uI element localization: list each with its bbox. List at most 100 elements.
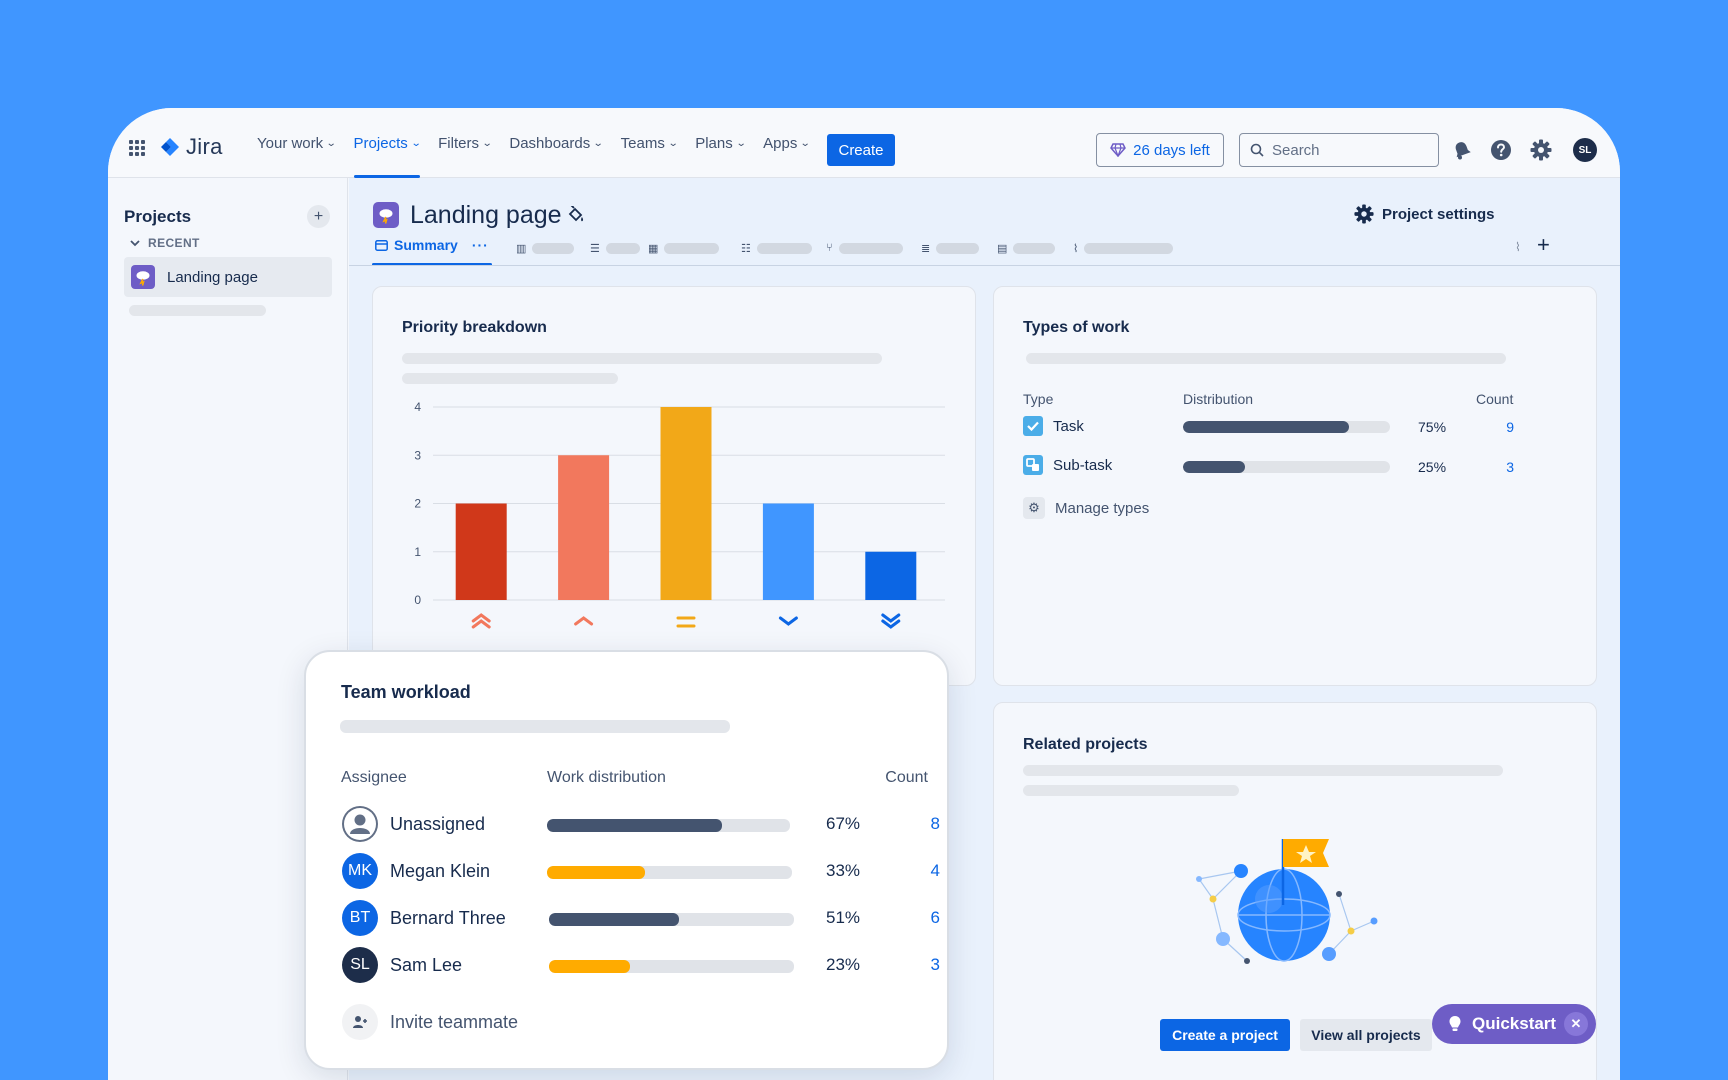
recent-section-toggle[interactable]: RECENT (130, 236, 200, 250)
avatar: BT (342, 900, 378, 936)
nav-plans[interactable]: Plans ⌄ (686, 108, 754, 178)
manage-types-button[interactable]: ⚙ Manage types (1023, 497, 1149, 519)
primary-nav: Your work ⌄ Projects ⌄ Filters ⌄ Dashboards… (248, 108, 819, 178)
bar-high[interactable] (558, 455, 610, 600)
plus-icon: + (313, 207, 324, 225)
recent-label: RECENT (148, 236, 200, 250)
type-row-subtask[interactable]: Sub-task (1023, 455, 1112, 475)
user-avatar[interactable]: SL (1573, 138, 1597, 162)
tab-timeline[interactable]: ☷ (741, 242, 812, 255)
workload-row[interactable]: BT Bernard Three (342, 900, 506, 936)
workload-count[interactable]: 4 (930, 861, 940, 880)
nav-your-work[interactable]: Your work ⌄ (248, 108, 345, 178)
type-row-task[interactable]: Task (1023, 416, 1084, 436)
nav-projects[interactable]: Projects ⌄ (345, 108, 430, 178)
timeline-icon: ☷ (741, 243, 751, 255)
search-box[interactable] (1239, 133, 1439, 167)
diamond-icon (1110, 143, 1127, 157)
column-header-distribution: Distribution (1183, 391, 1254, 407)
distribution-bar (547, 819, 790, 832)
question-icon (1491, 140, 1511, 160)
placeholder-bar (1023, 785, 1239, 796)
priority-breakdown-card: Priority breakdown 0 1 2 3 4 (372, 286, 976, 686)
workload-count[interactable]: 3 (930, 955, 940, 974)
tab-list[interactable]: ☰ (590, 242, 640, 255)
sidebar-item-landing-page[interactable]: Landing page (124, 257, 332, 297)
view-all-projects-button[interactable]: View all projects (1300, 1019, 1432, 1051)
bar-medium[interactable] (660, 407, 712, 600)
invite-teammate-button[interactable]: Invite teammate (342, 1004, 518, 1040)
type-count[interactable]: 9 (1506, 419, 1514, 435)
add-person-icon (342, 1004, 378, 1040)
notifications-icon[interactable] (1451, 139, 1473, 161)
list-icon: ☰ (590, 243, 600, 255)
distribution-bar (549, 913, 794, 926)
priority-low-icon (778, 616, 798, 626)
chevron-down-icon: ⌄ (325, 137, 337, 149)
type-count[interactable]: 3 (1506, 459, 1514, 475)
nav-filters[interactable]: Filters ⌄ (429, 108, 500, 178)
page-icon: ▤ (997, 243, 1008, 255)
column-header-count: Count (885, 769, 928, 786)
priority-high-icon (574, 616, 594, 626)
workload-row[interactable]: MK Megan Klein (342, 853, 490, 889)
priority-bar-chart: 0 1 2 3 4 (414, 400, 945, 629)
distribution-fill (549, 960, 630, 973)
nav-dashboards[interactable]: Dashboards ⌄ (500, 108, 611, 178)
project-settings-button[interactable]: Project settings (1354, 204, 1495, 224)
tab-attachments[interactable]: ⌇ (1073, 242, 1174, 255)
placeholder-bar (340, 720, 730, 733)
tab-pages[interactable]: ▤ (997, 242, 1056, 255)
tab-board[interactable]: ▥ (516, 242, 575, 255)
nav-teams[interactable]: Teams ⌄ (612, 108, 687, 178)
tab-summary[interactable]: Summary ··· (375, 237, 489, 253)
project-settings-label: Project settings (1382, 205, 1495, 223)
column-header-distribution: Work distribution (547, 769, 666, 786)
bar-highest[interactable] (455, 503, 507, 601)
card-title: Team workload (341, 682, 471, 702)
create-button[interactable]: Create (827, 134, 895, 166)
distribution-bar (549, 960, 794, 973)
app-switcher-icon[interactable] (129, 140, 145, 156)
card-title: Related projects (1023, 736, 1148, 753)
summary-icon (375, 239, 388, 251)
y-tick-label: 3 (414, 448, 421, 462)
close-icon[interactable]: ✕ (1564, 1012, 1588, 1036)
trial-button[interactable]: 26 days left (1096, 133, 1224, 167)
distribution-bar (1183, 421, 1390, 433)
distribution-bar (1183, 461, 1390, 473)
workload-row[interactable]: SL Sam Lee (342, 947, 462, 983)
tab-calendar[interactable]: ▦ (648, 242, 720, 255)
brand-name: Jira (186, 134, 223, 159)
chevron-down-icon: ⌄ (410, 137, 422, 149)
tab-forms[interactable]: ≣ (921, 242, 980, 255)
jira-logo[interactable]: Jira (160, 134, 223, 160)
bar-lowest[interactable] (865, 551, 917, 600)
nav-label: Filters (438, 134, 479, 152)
bar-low[interactable] (762, 503, 814, 601)
placeholder-bar (1023, 765, 1503, 776)
workload-row[interactable]: Unassigned (342, 806, 485, 842)
quickstart-button[interactable]: Quickstart ✕ (1432, 1004, 1596, 1044)
paint-bucket-icon[interactable] (567, 206, 585, 224)
create-project-button[interactable]: Create a project (1160, 1019, 1290, 1051)
tabs-divider (349, 265, 1620, 266)
bell-icon (1455, 142, 1471, 160)
team-workload-card: Team workload Assignee Work distribution… (304, 650, 949, 1070)
workload-count[interactable]: 8 (930, 814, 940, 833)
add-tab-icon[interactable]: + (1537, 232, 1550, 257)
column-header-type: Type (1023, 391, 1054, 407)
subtask-icon (1023, 455, 1043, 475)
search-input[interactable] (1272, 141, 1422, 159)
nav-apps[interactable]: Apps ⌄ (754, 108, 819, 178)
settings-icon[interactable] (1530, 139, 1552, 161)
workload-count[interactable]: 6 (930, 908, 940, 927)
help-icon[interactable] (1490, 139, 1512, 161)
link-icon[interactable]: ⌇ (1515, 240, 1521, 254)
gear-icon (1530, 139, 1552, 161)
tab-development[interactable]: ⑂ (826, 242, 903, 254)
more-icon[interactable]: ··· (471, 237, 489, 253)
placeholder-bar (402, 373, 618, 384)
type-percent: 25% (1418, 459, 1447, 475)
add-project-button[interactable]: + (307, 205, 330, 228)
